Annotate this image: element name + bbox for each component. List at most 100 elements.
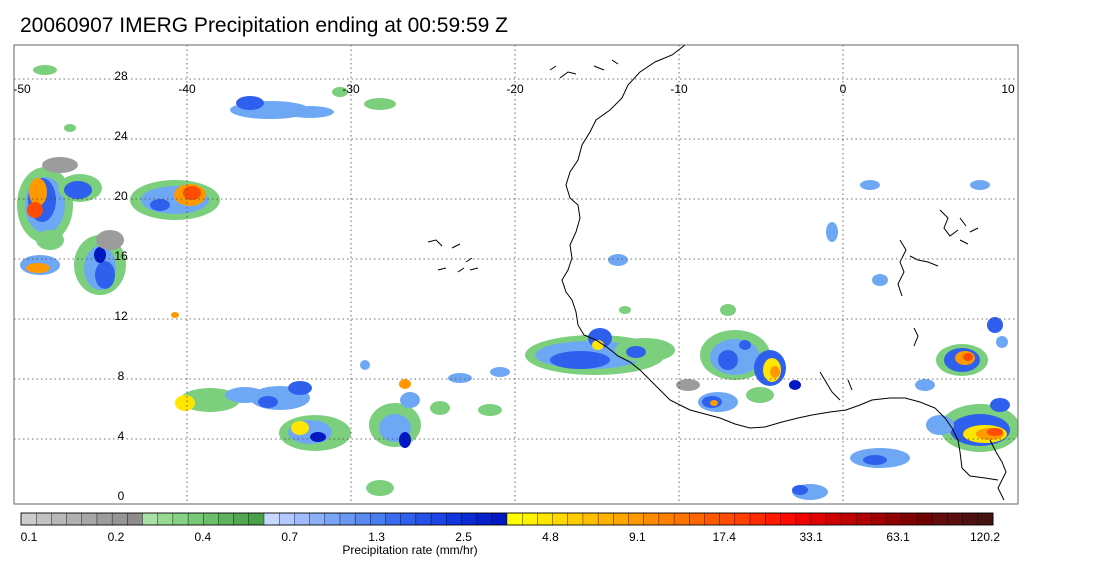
- colorbar-tick-label: 120.2: [970, 530, 1000, 544]
- colorbar-swatch: [187, 512, 204, 526]
- precip-cell: [360, 360, 370, 370]
- colorbar-swatches: [20, 512, 994, 526]
- lat-label: 16: [114, 249, 128, 263]
- colorbar-swatch: [871, 512, 888, 526]
- colorbar-tick-label: 2.5: [455, 530, 472, 544]
- precip-cell: [36, 230, 64, 250]
- precip-cell: [550, 351, 610, 369]
- precip-cell: [592, 340, 604, 350]
- colorbar-swatch: [673, 512, 690, 526]
- colorbar-swatch: [430, 512, 447, 526]
- colorbar: 0.1 0.2 0.4 0.7 1.3 2.5 4.8 9.1 17.4 33.1 63.1 120.…: [20, 512, 1001, 557]
- colorbar-swatch: [628, 512, 645, 526]
- lat-label: 4: [118, 429, 125, 443]
- precip-cell: [860, 180, 880, 190]
- colorbar-swatch: [749, 512, 766, 526]
- colorbar-tick-label: 1.3: [368, 530, 385, 544]
- colorbar-tick-label: 63.1: [886, 530, 910, 544]
- lon-label: -20: [506, 82, 524, 96]
- precip-cell: [987, 317, 1003, 333]
- colorbar-swatch: [157, 512, 174, 526]
- precip-cell: [286, 106, 334, 118]
- colorbar-swatch: [840, 512, 857, 526]
- precip-cell: [970, 180, 990, 190]
- colorbar-swatch: [734, 512, 751, 526]
- precip-cell: [42, 157, 78, 173]
- colorbar-tick-label: 9.1: [629, 530, 646, 544]
- coastline: [427, 45, 1007, 501]
- colorbar-frame: [20, 512, 994, 526]
- colorbar-swatch: [704, 512, 721, 526]
- precip-cell: [770, 366, 780, 378]
- colorbar-swatch: [172, 512, 189, 526]
- colorbar-swatch: [51, 512, 68, 526]
- lon-label: -30: [342, 82, 360, 96]
- colorbar-swatch: [597, 512, 614, 526]
- lon-label: -40: [178, 82, 196, 96]
- lon-label: -50: [13, 82, 31, 96]
- precip-cell: [490, 367, 510, 377]
- precip-cell: [826, 222, 838, 242]
- precip-cell: [94, 247, 106, 263]
- colorbar-swatch: [719, 512, 736, 526]
- precip-cell: [990, 398, 1010, 412]
- colorbar-swatch: [795, 512, 812, 526]
- colorbar-tick-label: 33.1: [800, 530, 824, 544]
- precip-cell: [608, 254, 628, 266]
- precip-cell: [872, 274, 888, 286]
- colorbar-tick-label: 17.4: [713, 530, 737, 544]
- colorbar-swatch: [780, 512, 797, 526]
- colorbar-tick-label: 0.4: [194, 530, 211, 544]
- colorbar-tick-label: 0.1: [21, 530, 38, 544]
- colorbar-swatch: [96, 512, 113, 526]
- precip-cell: [310, 432, 326, 442]
- colorbar-swatch: [537, 512, 554, 526]
- colorbar-swatch: [764, 512, 781, 526]
- colorbar-swatch: [552, 512, 569, 526]
- colorbar-swatch: [962, 512, 979, 526]
- precip-cell: [364, 98, 396, 110]
- precip-cell: [746, 387, 774, 403]
- precip-cell: [996, 336, 1008, 348]
- precip-cell: [739, 340, 751, 350]
- colorbar-swatch: [613, 512, 630, 526]
- lat-label: 0: [118, 489, 125, 503]
- latitude-labels: 28 24 20 16 12 8 4 0: [114, 69, 128, 503]
- colorbar-swatch: [916, 512, 933, 526]
- precip-cell: [400, 392, 420, 408]
- precip-cell: [915, 379, 935, 391]
- colorbar-tick-label: 4.8: [542, 530, 559, 544]
- precip-cell: [676, 379, 700, 391]
- precip-cell: [96, 230, 124, 250]
- colorbar-swatch: [278, 512, 295, 526]
- colorbar-swatch: [263, 512, 280, 526]
- colorbar-tick-labels: 0.1 0.2 0.4 0.7 1.3 2.5 4.8 9.1 17.4 33.1 63.1 120.…: [21, 530, 1001, 544]
- precip-cell: [95, 261, 115, 289]
- colorbar-swatch: [354, 512, 371, 526]
- colorbar-tick-label: 0.2: [108, 530, 125, 544]
- precip-cell: [64, 124, 76, 132]
- colorbar-swatch: [947, 512, 964, 526]
- colorbar-title: Precipitation rate (mm/hr): [342, 543, 477, 557]
- lat-label: 8: [118, 369, 125, 383]
- colorbar-swatch: [977, 512, 994, 526]
- precip-cell: [236, 96, 264, 110]
- precip-cell: [33, 65, 57, 75]
- lon-label: 10: [1001, 82, 1015, 96]
- colorbar-swatch: [567, 512, 584, 526]
- lat-label: 12: [114, 309, 128, 323]
- precip-cell: [183, 186, 201, 200]
- colorbar-swatch: [825, 512, 842, 526]
- colorbar-swatch: [35, 512, 52, 526]
- precipitation-layer: [17, 65, 1018, 500]
- colorbar-swatch: [66, 512, 83, 526]
- colorbar-swatch: [309, 512, 326, 526]
- precip-cell: [619, 306, 631, 314]
- precip-cell: [963, 353, 973, 361]
- lon-label: -10: [670, 82, 688, 96]
- precip-cell: [27, 202, 43, 218]
- colorbar-swatch: [142, 512, 159, 526]
- precip-cell: [399, 432, 411, 448]
- colorbar-swatch: [127, 512, 144, 526]
- colorbar-swatch: [506, 512, 523, 526]
